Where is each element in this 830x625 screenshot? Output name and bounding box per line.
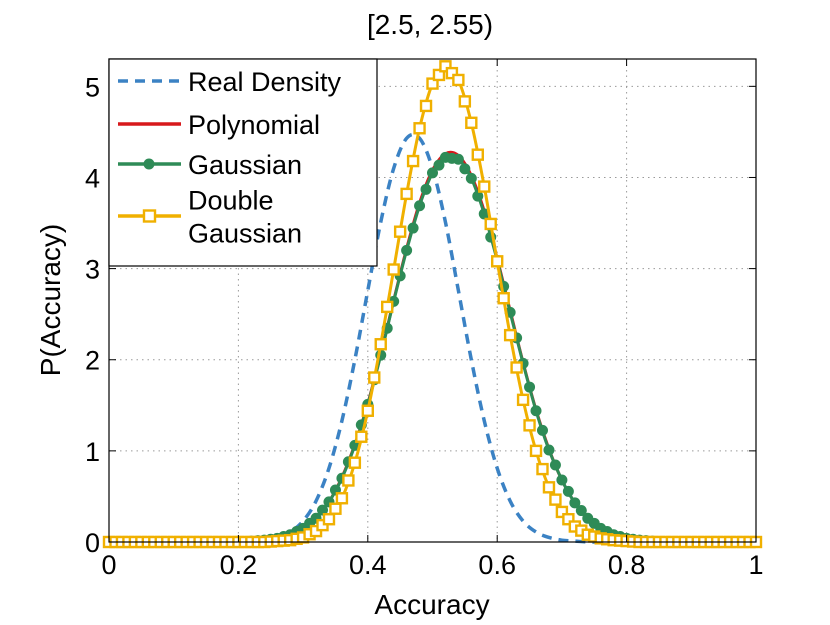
marker-double-gaussian-41 bbox=[368, 371, 381, 384]
marker-gaussian-55 bbox=[459, 163, 471, 175]
marker-double-gaussian-39 bbox=[355, 430, 368, 443]
x-tick-label-1: 0.2 bbox=[220, 550, 258, 580]
legend-entry-polynomial: Polynomial bbox=[118, 110, 320, 140]
y-tick-label-5: 5 bbox=[85, 72, 100, 102]
y-tick-label-2: 2 bbox=[85, 346, 100, 376]
marker-double-gaussian-64 bbox=[516, 393, 530, 407]
marker-gaussian-57 bbox=[472, 190, 484, 202]
marker-gaussian-67 bbox=[536, 424, 548, 436]
marker-double-gaussian-48 bbox=[413, 122, 426, 135]
marker-double-gaussian-67 bbox=[536, 462, 549, 476]
legend-label-double-gaussian-1: Gaussian bbox=[188, 219, 302, 249]
marker-double-gaussian-59 bbox=[484, 217, 497, 231]
marker-double-gaussian-68 bbox=[542, 481, 556, 494]
marker-gaussian-73 bbox=[575, 505, 587, 517]
legend-entry-real-density: Real Density bbox=[118, 67, 342, 97]
plot-frame bbox=[108, 58, 757, 543]
marker-double-gaussian-57 bbox=[471, 148, 484, 161]
marker-double-gaussian-56 bbox=[465, 116, 478, 129]
y-tick-label-4: 4 bbox=[85, 163, 100, 193]
x-tick-label-5: 1 bbox=[748, 550, 763, 580]
marker-gaussian-47 bbox=[407, 222, 419, 234]
marker-double-gaussian-55 bbox=[458, 95, 472, 108]
marker-double-gaussian-69 bbox=[549, 493, 562, 506]
marker-double-gaussian-62 bbox=[503, 328, 517, 342]
marker-double-gaussian-65 bbox=[523, 419, 536, 432]
marker-double-gaussian-38 bbox=[348, 456, 362, 469]
grid bbox=[109, 59, 756, 542]
marker-gaussian-49 bbox=[420, 183, 432, 195]
legend-marker-double-gaussian bbox=[142, 209, 157, 223]
legend-label-double-gaussian-0: Double bbox=[188, 186, 274, 216]
marker-gaussian-69 bbox=[549, 459, 561, 471]
marker-double-gaussian-47 bbox=[406, 154, 420, 168]
marker-gaussian-51 bbox=[433, 159, 445, 171]
marker-gaussian-71 bbox=[562, 485, 574, 497]
legend-marker-gaussian bbox=[143, 158, 155, 170]
marker-double-gaussian-51 bbox=[432, 68, 446, 82]
marker-double-gaussian-46 bbox=[400, 187, 413, 201]
marker-double-gaussian-42 bbox=[374, 338, 387, 351]
legend-label-gaussian: Gaussian bbox=[188, 150, 302, 180]
marker-gaussian-54 bbox=[452, 153, 464, 165]
legend-label-real-density: Real Density bbox=[188, 67, 342, 97]
marker-double-gaussian-63 bbox=[510, 361, 523, 374]
y-axis-label: P(Accuracy) bbox=[35, 224, 66, 376]
y-tick-label-3: 3 bbox=[85, 255, 100, 285]
y-tick-label-0: 0 bbox=[85, 528, 100, 558]
marker-double-gaussian-58 bbox=[478, 180, 491, 193]
marker-gaussian-33 bbox=[317, 504, 329, 516]
marker-gaussian-48 bbox=[414, 200, 426, 212]
chart-title: [2.5, 2.55) bbox=[367, 9, 493, 40]
marker-double-gaussian-45 bbox=[393, 225, 407, 238]
marker-double-gaussian-66 bbox=[529, 444, 543, 458]
marker-gaussian-70 bbox=[556, 474, 568, 486]
marker-gaussian-66 bbox=[530, 405, 542, 417]
legend-label-polynomial: Polynomial bbox=[188, 110, 320, 140]
marker-double-gaussian-44 bbox=[387, 263, 400, 276]
ticks: 0 0.2 0.4 0.6 0.8 1 0 1 2 3 4 5 bbox=[85, 59, 764, 580]
x-tick-label-4: 0.8 bbox=[608, 550, 646, 580]
marker-double-gaussian-37 bbox=[342, 474, 355, 487]
marker-double-gaussian-53 bbox=[445, 66, 459, 80]
x-tick-label-2: 0.4 bbox=[349, 550, 387, 580]
marker-double-gaussian-50 bbox=[426, 77, 439, 90]
marker-double-gaussian-61 bbox=[497, 292, 510, 305]
marker-double-gaussian-34 bbox=[322, 513, 336, 526]
marker-double-gaussian-54 bbox=[452, 73, 465, 87]
x-tick-label-0: 0 bbox=[101, 550, 116, 580]
legend-entry-gaussian: Gaussian bbox=[118, 150, 302, 180]
marker-double-gaussian-40 bbox=[361, 404, 374, 417]
marker-double-gaussian-43 bbox=[381, 300, 394, 314]
marker-double-gaussian-36 bbox=[335, 492, 349, 505]
marker-double-gaussian-71 bbox=[562, 513, 575, 526]
marker-double-gaussian-35 bbox=[329, 502, 342, 515]
marker-gaussian-50 bbox=[427, 167, 438, 179]
x-axis-label: Accuracy bbox=[374, 589, 489, 620]
marker-gaussian-65 bbox=[524, 381, 536, 393]
legend: Real DensityPolynomialGaussianDoubleGaus… bbox=[108, 58, 378, 267]
x-tick-label-3: 0.6 bbox=[478, 550, 516, 580]
marker-double-gaussian-49 bbox=[419, 99, 433, 113]
marker-double-gaussian-60 bbox=[491, 255, 504, 268]
marker-gaussian-72 bbox=[569, 497, 581, 509]
marker-double-gaussian-70 bbox=[555, 505, 569, 519]
marker-double-gaussian-52 bbox=[439, 60, 452, 73]
marker-gaussian-56 bbox=[465, 172, 477, 184]
y-tick-label-1: 1 bbox=[85, 437, 100, 467]
marker-gaussian-68 bbox=[543, 444, 555, 456]
marker-gaussian-46 bbox=[401, 244, 413, 256]
